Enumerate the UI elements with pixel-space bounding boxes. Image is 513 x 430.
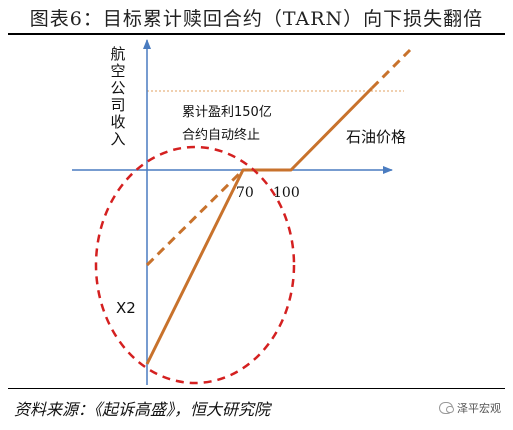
watermark-text: 泽平宏观 [457, 402, 501, 415]
x2-label: X2 [116, 299, 136, 317]
oil-price-label: 石油价格 [346, 128, 406, 146]
source-note: 资料来源：《起诉高盛》，恒大研究院 [14, 400, 271, 419]
payoff-extension-upper [370, 48, 412, 90]
tick-label-100: 100 [273, 185, 300, 201]
payoff-extension-lower [145, 168, 245, 267]
annotation-auto-terminate: 合约自动终止 [182, 127, 260, 143]
annotation-cumulative-profit: 累计盈利150亿 [182, 105, 272, 120]
payoff-line [145, 86, 374, 365]
loss-region-ellipse [94, 145, 296, 385]
y-axis-label-char: 空 [110, 62, 125, 80]
y-axis-label-char: 航 [110, 45, 125, 63]
y-axis-label-char: 收 [110, 113, 125, 131]
watermark: 泽平宏观 [439, 400, 501, 416]
title-rule [8, 33, 505, 35]
y-axis-label: 航 空 公 司 收 入 [110, 45, 125, 148]
y-axis-label-char: 公 [110, 79, 125, 97]
figure-title: 图表6：目标累计赎回合约（TARN）向下损失翻倍 [29, 8, 484, 30]
y-axis-label-char: 入 [110, 130, 125, 148]
y-axis-label-char: 司 [110, 96, 125, 114]
tick-label-70: 70 [236, 185, 254, 201]
wechat-icon [439, 402, 454, 414]
footer-rule [8, 388, 505, 389]
